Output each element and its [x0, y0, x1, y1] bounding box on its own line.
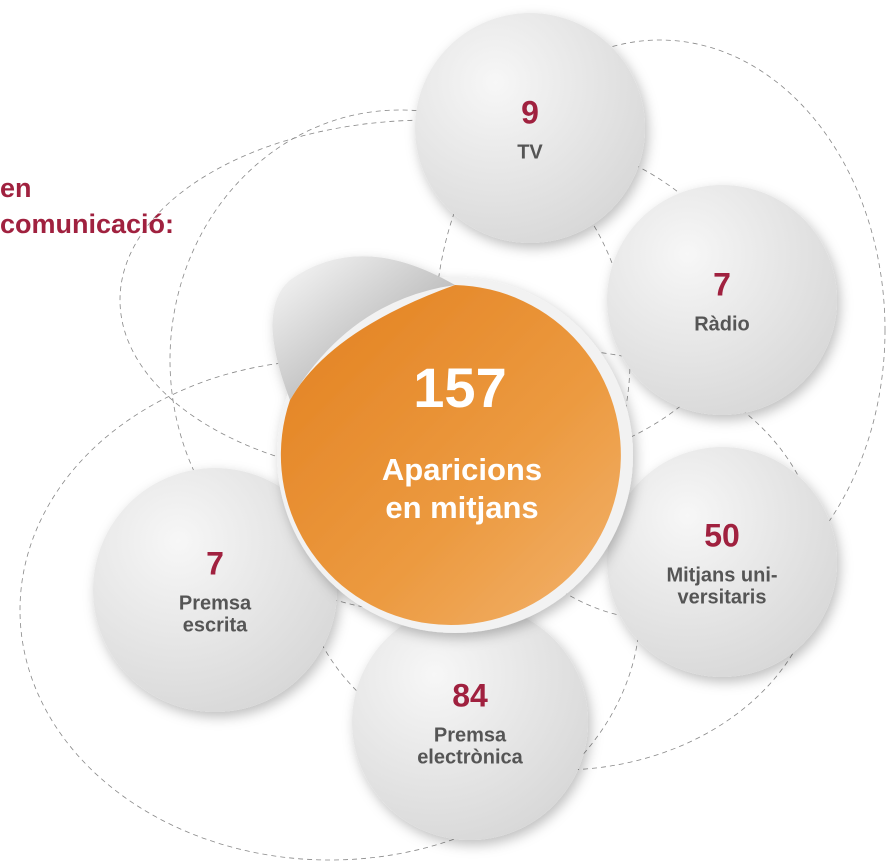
node-circle — [352, 604, 588, 840]
node-label: TV — [517, 141, 543, 163]
center-label: Aparicions — [382, 452, 542, 487]
node-value: 50 — [704, 517, 740, 553]
nodes — [93, 13, 837, 840]
node-circle — [607, 447, 837, 677]
node-circle — [607, 185, 837, 415]
heading: en — [0, 173, 32, 203]
node-circle — [93, 468, 337, 712]
node-label: Mitjans uni- — [666, 564, 777, 586]
center-label: en mitjans — [385, 490, 538, 525]
node-label: electrònica — [417, 746, 523, 768]
curl — [272, 256, 455, 400]
node-value: 7 — [713, 266, 731, 302]
node-circle — [415, 13, 645, 243]
node-label: Premsa — [434, 724, 507, 746]
node-label: escrita — [183, 614, 248, 636]
node-value: 7 — [206, 545, 224, 581]
center-disc — [280, 285, 621, 625]
node-label: Premsa — [179, 592, 252, 614]
center-value: 157 — [413, 356, 506, 419]
texts: en comunicació: 9 TV 7 Ràdio 50 Mitjans uni-ver… — [0, 94, 778, 768]
node-value: 84 — [452, 677, 488, 713]
node-label: Ràdio — [694, 313, 750, 335]
node-value: 9 — [521, 94, 539, 130]
center-sticker — [272, 256, 633, 633]
heading: comunicació: — [0, 209, 174, 239]
node-label: versitaris — [678, 586, 767, 608]
